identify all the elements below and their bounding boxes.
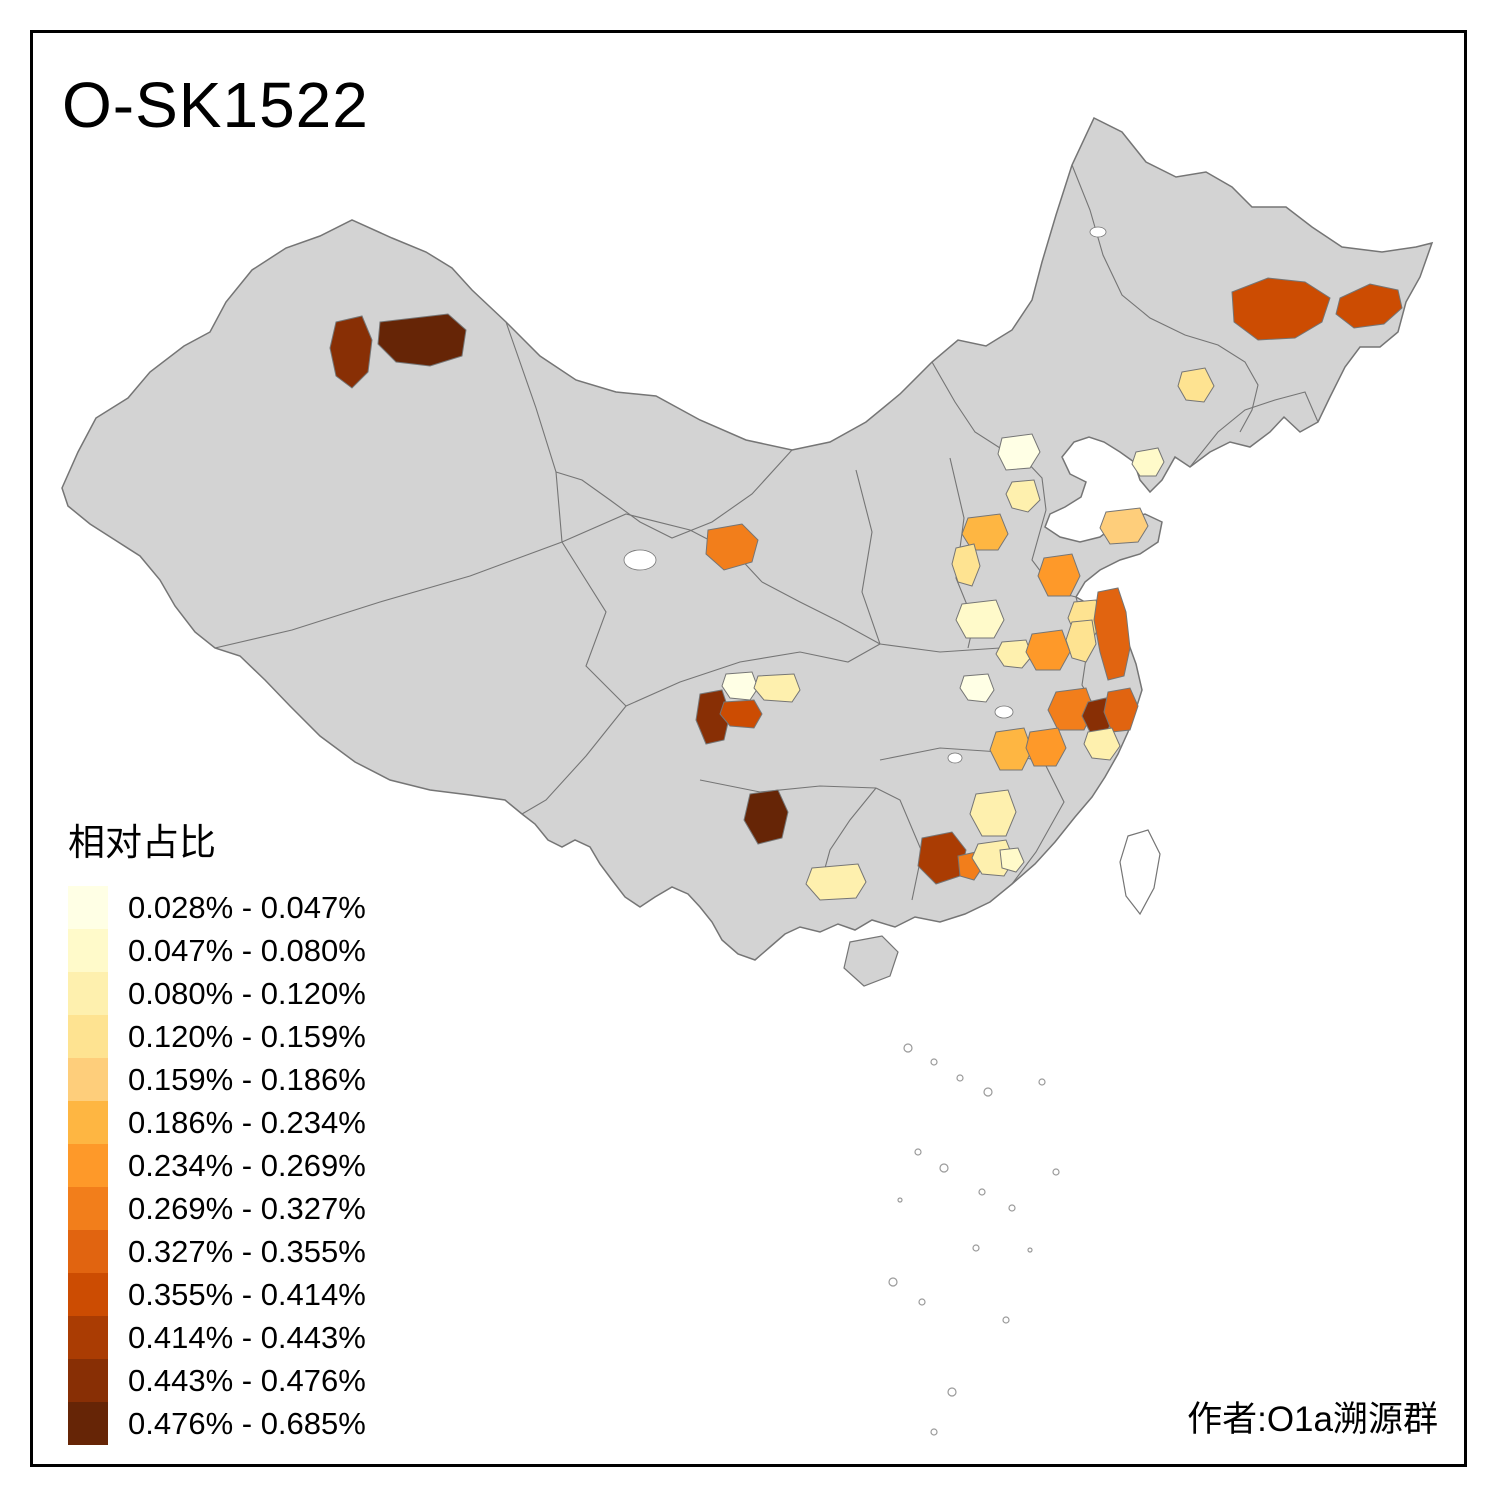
map-region-heilongjiang-central	[1231, 277, 1331, 341]
islands	[843, 829, 1161, 987]
legend-label: 0.327% - 0.355%	[128, 1233, 366, 1269]
map-region-sichuan-northeast	[753, 673, 801, 703]
map-region-liaodong-coast	[1131, 447, 1165, 477]
map-region-sichuan-west	[695, 689, 731, 745]
legend-label: 0.443% - 0.476%	[128, 1362, 366, 1398]
map-region-hunan-south	[969, 789, 1017, 837]
map-region-anhui-south	[1047, 687, 1095, 731]
legend-swatch	[68, 1230, 108, 1273]
map-region-henan-west	[955, 599, 1005, 639]
legend-label: 0.234% - 0.269%	[128, 1147, 366, 1183]
legend-label: 0.120% - 0.159%	[128, 1018, 366, 1054]
legend-label: 0.269% - 0.327%	[128, 1190, 366, 1226]
legend-swatch	[68, 1359, 108, 1402]
map-region-sichuan-north	[721, 671, 759, 701]
legend-swatch	[68, 1273, 108, 1316]
legend-swatch	[68, 972, 108, 1015]
map-region-jiangxi-east	[1083, 727, 1121, 761]
legend-swatch	[68, 1015, 108, 1058]
legend-row: 0.476% - 0.685%	[68, 1402, 366, 1445]
map-region-liaoning-west	[1177, 367, 1215, 403]
legend-label: 0.028% - 0.047%	[128, 889, 366, 925]
map-region-henan-north	[1037, 553, 1081, 597]
legend-label: 0.476% - 0.685%	[128, 1405, 366, 1441]
map-region-heilongjiang-east	[1335, 283, 1403, 329]
legend-rows: 0.028% - 0.047% 0.047% - 0.080% 0.080% -…	[68, 886, 366, 1445]
map-region-zhejiang-coast	[1103, 687, 1139, 733]
legend-row: 0.355% - 0.414%	[68, 1273, 366, 1316]
map-region-beijing-tianjin	[961, 513, 1009, 551]
taiwan-island	[1119, 829, 1161, 916]
legend-row: 0.159% - 0.186%	[68, 1058, 366, 1101]
map-region-hebei-north	[997, 433, 1041, 471]
map-region-anhui-north	[1025, 629, 1071, 671]
hainan-island	[843, 935, 899, 987]
legend-label: 0.047% - 0.080%	[128, 932, 366, 968]
legend-row: 0.269% - 0.327%	[68, 1187, 366, 1230]
legend-label: 0.080% - 0.120%	[128, 975, 366, 1011]
legend-row: 0.234% - 0.269%	[68, 1144, 366, 1187]
map-region-altay-west	[329, 315, 373, 389]
map-region-hebei-central	[1005, 479, 1041, 513]
legend-label: 0.159% - 0.186%	[128, 1061, 366, 1097]
legend-swatch	[68, 1101, 108, 1144]
legend-swatch	[68, 886, 108, 929]
map-region-altay-east	[377, 313, 467, 367]
legend-row: 0.443% - 0.476%	[68, 1359, 366, 1402]
map-region-hubei-north	[995, 639, 1033, 669]
legend-row: 0.047% - 0.080%	[68, 929, 366, 972]
legend-row: 0.186% - 0.234%	[68, 1101, 366, 1144]
legend-label: 0.414% - 0.443%	[128, 1319, 366, 1355]
legend-row: 0.028% - 0.047%	[68, 886, 366, 929]
map-region-jiangxi-west	[989, 727, 1033, 771]
legend-swatch	[68, 1402, 108, 1445]
legend-swatch	[68, 1144, 108, 1187]
legend-title: 相对占比	[68, 822, 216, 863]
map-region-guangxi-west	[805, 863, 867, 901]
map-region-shanxi-south	[951, 543, 981, 587]
legend-swatch	[68, 929, 108, 972]
legend-swatch	[68, 1187, 108, 1230]
map-region-sichuan-central	[719, 699, 763, 729]
page-title: O-SK1522	[62, 69, 369, 141]
map-region-shaanxi-north	[705, 523, 759, 571]
map-region-jiangsu-coast	[1093, 587, 1131, 681]
map-region-jiangxi-north	[1025, 727, 1067, 767]
legend-label: 0.355% - 0.414%	[128, 1276, 366, 1312]
map-colored-regions	[329, 277, 1403, 901]
map-region-guangdong-central	[999, 847, 1025, 873]
sea-islands-icons	[888, 1043, 1060, 1436]
legend-row: 0.327% - 0.355%	[68, 1230, 366, 1273]
map-region-guizhou-west	[743, 789, 789, 845]
lakes	[623, 226, 1107, 764]
legend-row: 0.414% - 0.443%	[68, 1316, 366, 1359]
legend-swatch	[68, 1058, 108, 1101]
map-region-shandong-peninsula	[1099, 507, 1149, 545]
map-region-hubei-central	[959, 673, 995, 703]
legend-row: 0.080% - 0.120%	[68, 972, 366, 1015]
legend-label: 0.186% - 0.234%	[128, 1104, 366, 1140]
legend-row: 0.120% - 0.159%	[68, 1015, 366, 1058]
legend: 相对占比 0.028% - 0.047% 0.047% - 0.080% 0.0…	[68, 812, 366, 1445]
legend-swatch	[68, 1316, 108, 1359]
author-credit: 作者:O1a溯源群	[1187, 1400, 1438, 1439]
